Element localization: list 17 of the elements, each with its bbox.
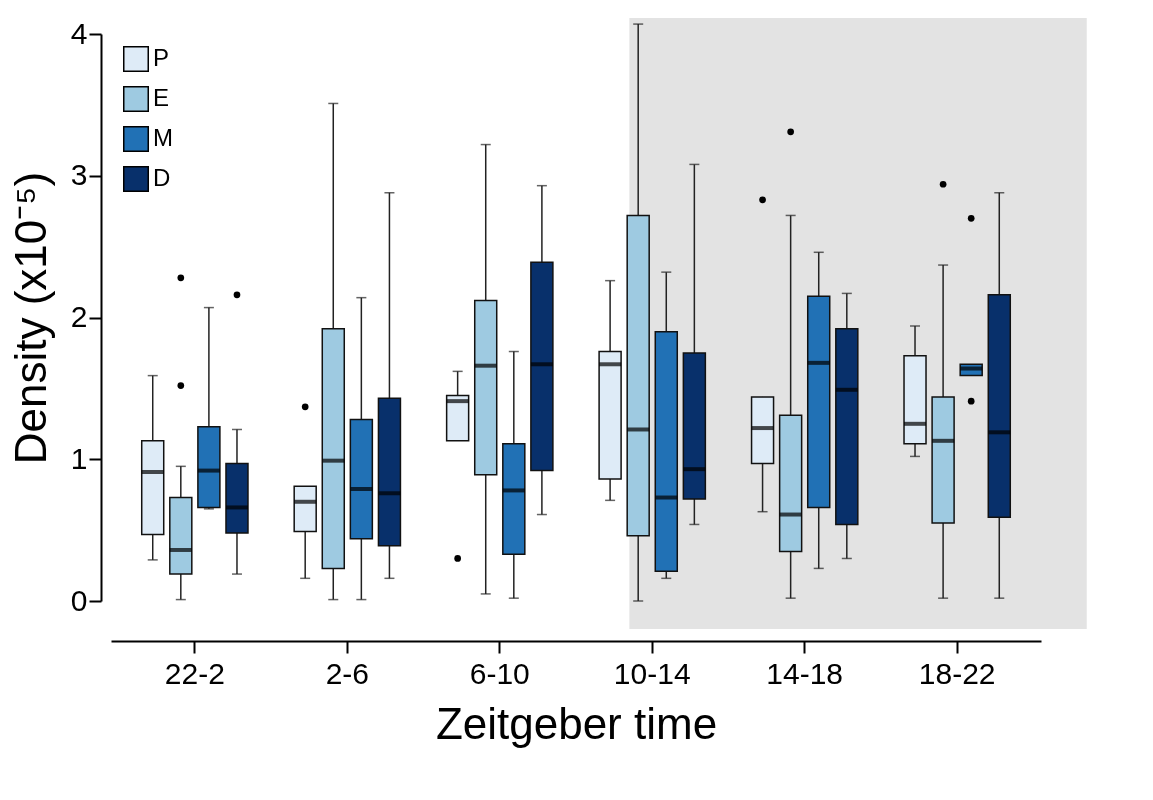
x-tick-label: 6-10 bbox=[469, 656, 530, 690]
x-tick-label: 22-2 bbox=[164, 656, 225, 690]
x-tick-label: 18-22 bbox=[918, 656, 996, 690]
y-tick-label: 3 bbox=[70, 158, 88, 192]
legend-label: P bbox=[153, 44, 170, 71]
legend-label: E bbox=[153, 84, 170, 111]
y-tick-label: 0 bbox=[70, 583, 88, 617]
legend-label: M bbox=[153, 124, 173, 151]
y-tick-label: 2 bbox=[70, 300, 88, 333]
x-tick-label: 10-14 bbox=[613, 656, 691, 690]
legend-label: D bbox=[153, 164, 171, 191]
y-tick-label: 4 bbox=[70, 16, 88, 50]
x-tick-label: 14-18 bbox=[766, 656, 844, 690]
y-tick-label: 1 bbox=[70, 441, 88, 475]
x-axis-title: Zeitgeber time bbox=[435, 698, 718, 748]
x-tick-label: 2-6 bbox=[325, 656, 369, 690]
y-axis-title: Density (x10⁻⁵) bbox=[5, 171, 55, 465]
